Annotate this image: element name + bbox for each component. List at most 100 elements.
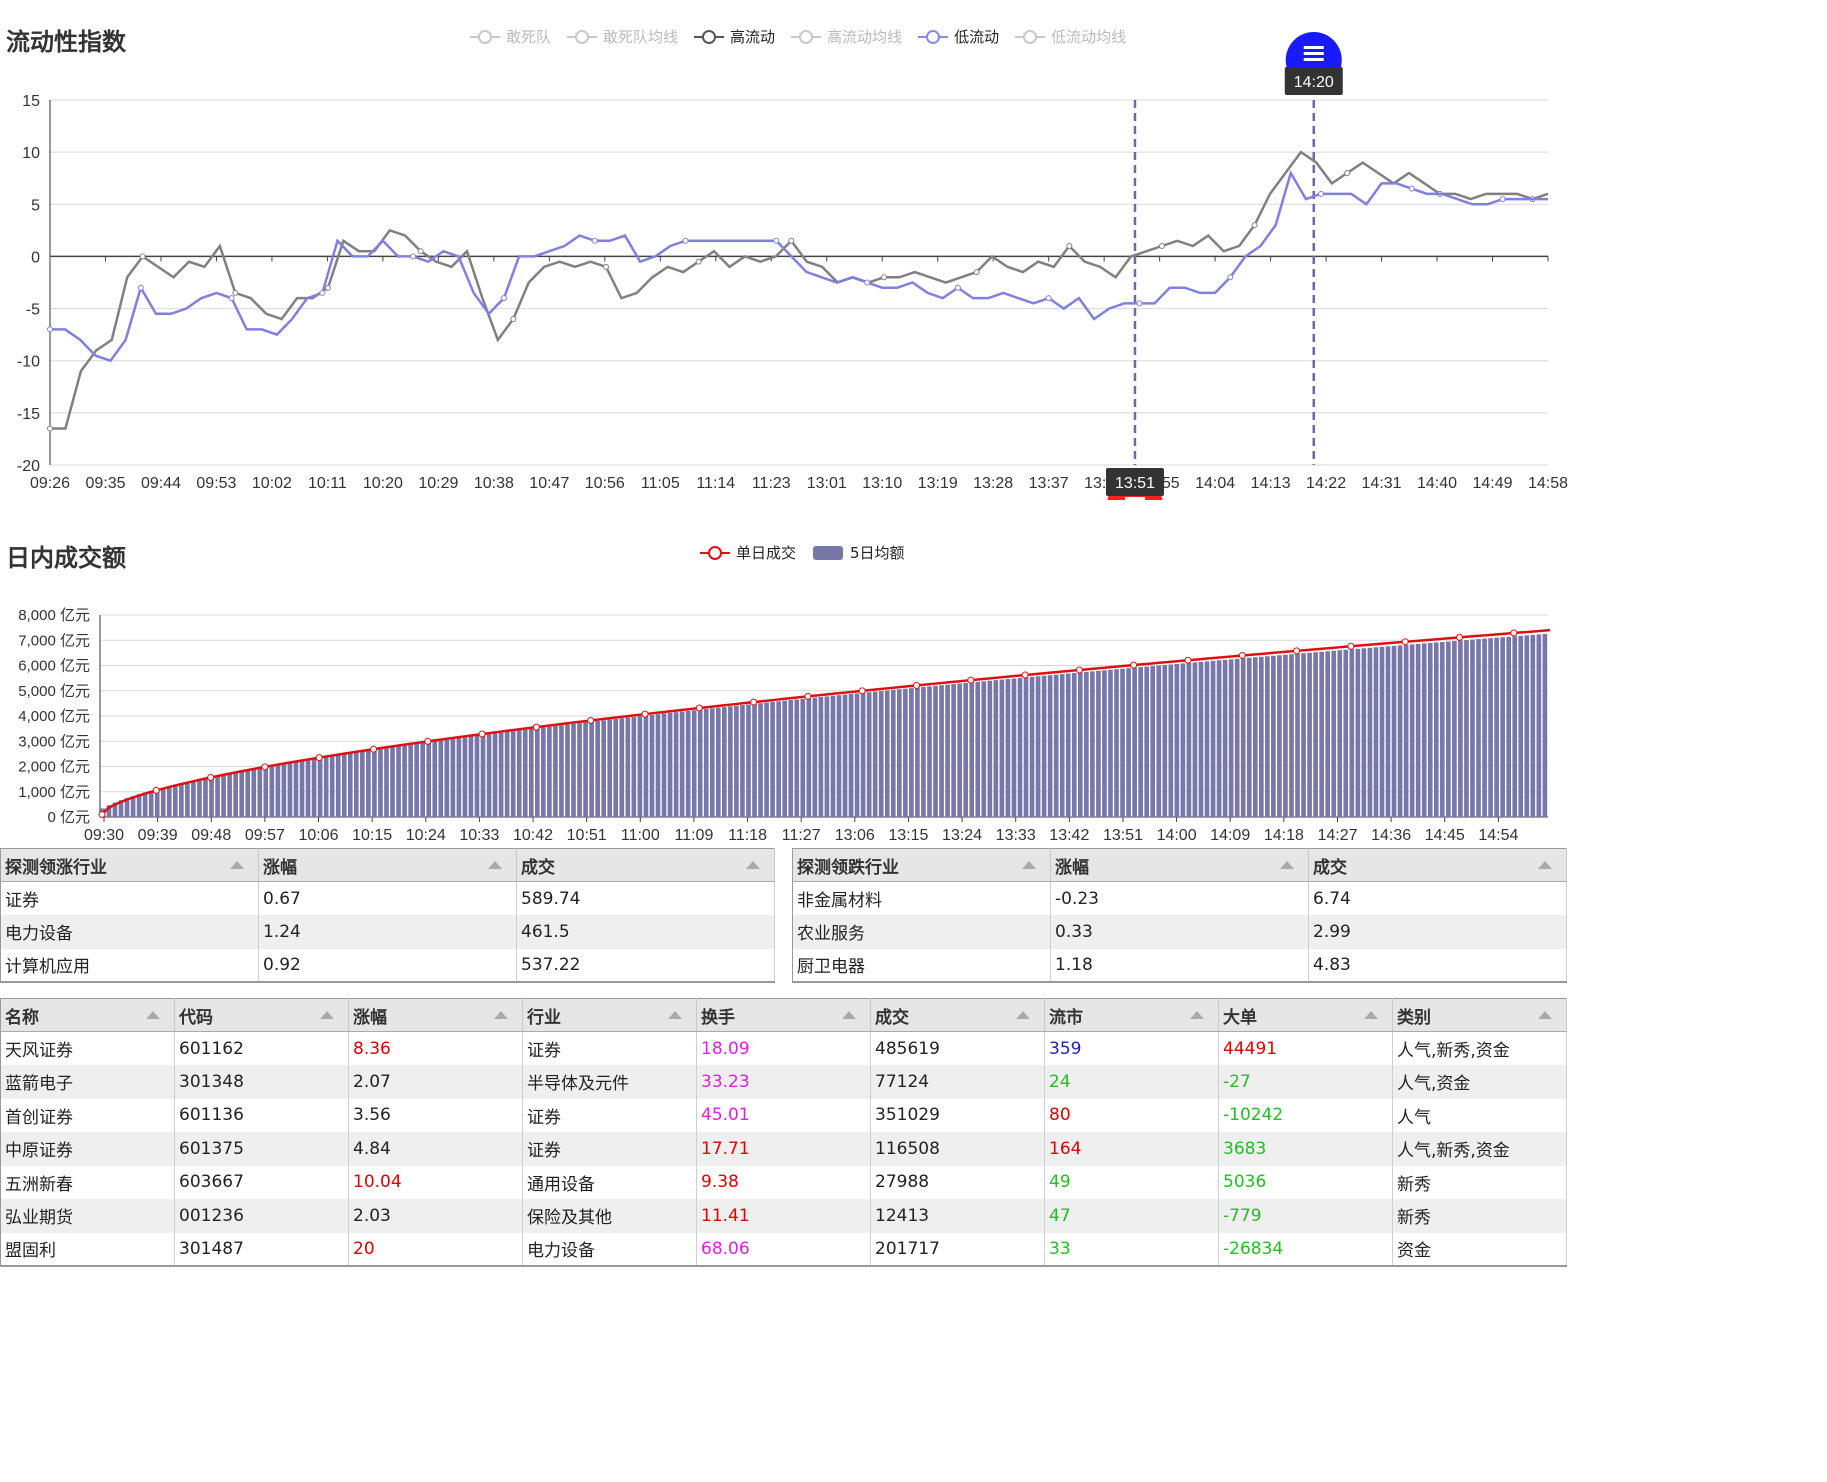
legend-item[interactable]: 5日均额 <box>812 542 905 563</box>
turnover-chart[interactable]: 8,000 亿元 7,000 亿元 6,000 亿元 5,000 亿元 4,000 亿元… <box>0 580 1568 850</box>
avg-volume-bar <box>878 691 884 817</box>
y-tick-label: 8,000 亿元 <box>18 607 90 624</box>
sort-arrow-icon[interactable] <box>1280 861 1294 869</box>
series-point <box>510 316 517 322</box>
sort-arrow-icon[interactable] <box>230 861 244 869</box>
column-header[interactable]: 涨幅 <box>1050 848 1309 882</box>
table-cell: 半导体及元件 <box>522 1065 697 1099</box>
sort-arrow-icon[interactable] <box>320 1011 334 1019</box>
avg-volume-bar <box>746 704 751 817</box>
avg-volume-bar <box>1138 667 1143 817</box>
table-cell: 18.09 <box>696 1031 871 1065</box>
x-tick-label: 13:19 <box>918 475 958 492</box>
sort-arrow-icon[interactable] <box>668 1011 682 1019</box>
column-header-label: 行业 <box>527 1007 561 1028</box>
column-header[interactable]: 涨幅 <box>258 848 517 882</box>
avg-volume-bar <box>637 716 643 817</box>
x-tick-label: 09:30 <box>84 827 124 844</box>
sort-arrow-icon[interactable] <box>746 861 760 869</box>
legend-item[interactable]: 低流动 <box>918 26 999 47</box>
column-header[interactable]: 涨幅 <box>348 998 523 1032</box>
avg-volume-bar <box>933 685 938 817</box>
x-tick-label: 10:51 <box>567 827 607 844</box>
table-row[interactable]: 天风证券 601162 8.36 证券 18.09 485619 359 44491 人气,新秀… <box>0 1031 1567 1065</box>
table-cell: 301348 <box>174 1065 349 1099</box>
avg-volume-bar <box>203 778 208 817</box>
column-header[interactable]: 成交 <box>870 998 1045 1032</box>
table-row[interactable]: 电力设备 1.24 461.5 <box>0 915 775 949</box>
avg-volume-bar <box>1192 662 1198 817</box>
table-row[interactable]: 农业服务 0.33 2.99 <box>792 915 1567 949</box>
table-row[interactable]: 蓝箭电子 301348 2.07 半导体及元件 33.23 77124 24 -27 人气,资金 <box>0 1065 1567 1099</box>
sort-arrow-icon[interactable] <box>1538 861 1552 869</box>
legend-item[interactable]: 低流动均线 <box>1015 26 1126 47</box>
table-row[interactable]: 五洲新春 603667 10.04 通用设备 9.38 27988 49 5036 新秀 <box>0 1165 1567 1199</box>
avg-volume-bar <box>830 695 836 817</box>
table-cell: 2.07 <box>348 1065 523 1099</box>
table-row[interactable]: 计算机应用 0.92 537.22 <box>0 948 775 982</box>
legend-item[interactable]: 敢死队均线 <box>567 26 678 47</box>
avg-volume-bar <box>154 789 160 817</box>
table-row[interactable]: 盟固利 301487 20 电力设备 68.06 201717 33 -26834 资金 <box>0 1232 1567 1266</box>
x-tick-label: 13:15 <box>888 827 928 844</box>
crosshair-time-label: 14:20 <box>1294 74 1334 91</box>
table-row[interactable]: 首创证券 601136 3.56 证券 45.01 351029 80 -10242 人气 <box>0 1098 1567 1132</box>
table-cell: 9.38 <box>696 1165 871 1199</box>
avg-volume-bar <box>1379 646 1385 817</box>
column-header[interactable]: 大单 <box>1218 998 1393 1032</box>
avg-volume-bar <box>607 719 613 817</box>
column-header[interactable]: 名称 <box>0 998 175 1032</box>
turnover-legend: 单日成交 5日均额 <box>700 542 905 563</box>
legend-item[interactable]: 高流动均线 <box>791 26 902 47</box>
avg-volume-bar <box>1011 678 1017 817</box>
table-cell: 0.33 <box>1050 915 1309 949</box>
sort-arrow-icon[interactable] <box>842 1011 856 1019</box>
y-tick-label: 2,000 亿元 <box>18 759 90 776</box>
sort-arrow-icon[interactable] <box>1364 1011 1378 1019</box>
legend-label: 高流动均线 <box>827 28 903 46</box>
sort-arrow-icon[interactable] <box>1538 1011 1552 1019</box>
sort-arrow-icon[interactable] <box>1190 1011 1204 1019</box>
avg-volume-bar <box>227 773 232 817</box>
y-tick-label: 1,000 亿元 <box>18 784 90 801</box>
sort-arrow-icon[interactable] <box>488 861 502 869</box>
legend-item[interactable]: 单日成交 <box>700 542 796 563</box>
avg-volume-bar <box>703 708 709 817</box>
liquidity-legend: 敢死队 敢死队均线 高流动 高流动均线 低流动 低流动均线 <box>470 26 1126 47</box>
avg-volume-bar <box>1355 648 1361 817</box>
avg-volume-bar <box>1084 671 1089 817</box>
column-header[interactable]: 流市 <box>1044 998 1219 1032</box>
avg-volume-bar <box>788 700 794 817</box>
column-header[interactable]: 探测领跌行业 <box>792 848 1051 882</box>
sort-arrow-icon[interactable] <box>494 1011 508 1019</box>
column-header[interactable]: 行业 <box>522 998 697 1032</box>
legend-item[interactable]: 敢死队 <box>470 26 551 47</box>
series-point <box>1251 222 1258 229</box>
column-header[interactable]: 成交 <box>1308 848 1567 882</box>
avg-volume-bar <box>818 697 824 817</box>
column-header[interactable]: 探测领涨行业 <box>0 848 259 882</box>
x-tick-label: 13:42 <box>1049 827 1089 844</box>
avg-volume-bar <box>1120 668 1125 817</box>
y-tick-label: 6,000 亿元 <box>18 658 90 675</box>
table-row[interactable]: 非金属材料 -0.23 6.74 <box>792 881 1567 915</box>
column-header[interactable]: 类别 <box>1392 998 1567 1032</box>
column-header[interactable]: 换手 <box>696 998 871 1032</box>
table-row[interactable]: 中原证券 601375 4.84 证券 17.71 116508 164 3683 人气,新秀,… <box>0 1132 1567 1166</box>
daily-volume-point <box>532 723 540 731</box>
avg-volume-bar <box>1186 662 1192 817</box>
legend-item[interactable]: 高流动 <box>694 26 775 47</box>
series-point <box>788 237 795 244</box>
table-row[interactable]: 弘业期货 001236 2.03 保险及其他 11.41 12413 47 -779 新秀 <box>0 1199 1567 1233</box>
table-cell: 68.06 <box>696 1232 871 1266</box>
sort-arrow-icon[interactable] <box>1016 1011 1030 1019</box>
sort-arrow-icon[interactable] <box>1022 861 1036 869</box>
table-row[interactable]: 厨卫电器 1.18 4.83 <box>792 948 1567 982</box>
table-row[interactable]: 证券 0.67 589.74 <box>0 881 775 915</box>
table-cell: 44491 <box>1218 1031 1393 1065</box>
column-header[interactable]: 成交 <box>516 848 775 882</box>
table-cell: 461.5 <box>516 915 775 949</box>
sort-arrow-icon[interactable] <box>146 1011 160 1019</box>
column-header[interactable]: 代码 <box>174 998 349 1032</box>
